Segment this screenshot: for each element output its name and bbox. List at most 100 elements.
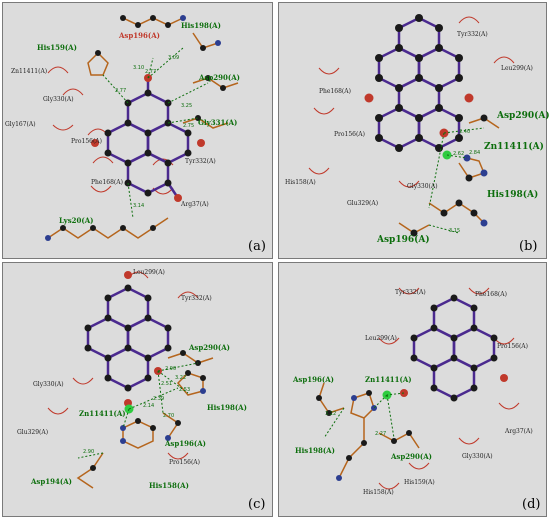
residue-his198: His198(A) bbox=[487, 190, 539, 200]
residue-tyr332: Tyr332(A) bbox=[181, 295, 212, 302]
panel-a-label: (a) bbox=[248, 239, 266, 254]
distance-b-1: 2.40 bbox=[459, 129, 471, 135]
panel-a: His198(A) Asp196(A) His159(A) Zn11411(A)… bbox=[2, 2, 273, 259]
residue-pro156: Pro156(A) bbox=[497, 343, 528, 350]
residue-zn11411: Zn11411(A) bbox=[79, 409, 126, 418]
ligand-atoms-b bbox=[375, 14, 463, 152]
ligand-atoms-c bbox=[84, 284, 172, 392]
residue-asp196: Asp196(A) bbox=[293, 375, 334, 384]
panel-c-diagram bbox=[47, 271, 214, 489]
residue-zn11411: Zn11411(A) bbox=[365, 375, 412, 384]
oxygen-atoms-d bbox=[400, 374, 508, 397]
residue-phe168: Phe168(A) bbox=[91, 179, 123, 186]
side-chain-atoms-c bbox=[90, 350, 206, 471]
residue-his158: His158(A) bbox=[285, 179, 316, 186]
panel-d-diagram bbox=[316, 287, 520, 490]
distance-c-3: 2.51 bbox=[161, 381, 173, 387]
residue-phe168: Phe168(A) bbox=[475, 291, 507, 298]
panel-a-diagram bbox=[45, 15, 239, 241]
distance-d-1: 3.22 bbox=[325, 411, 337, 417]
hbonds-d bbox=[323, 392, 405, 439]
panel-d: Tyr332(A) Phe168(A) Leu299(A) Pro156(A) … bbox=[278, 262, 547, 517]
residue-pro156: Pro156(A) bbox=[71, 138, 102, 145]
residue-his198: His198(A) bbox=[181, 21, 221, 30]
residue-asp196: Asp196(A) bbox=[165, 439, 206, 448]
residue-leu299: Leu299(A) bbox=[501, 65, 533, 72]
residue-tyr332: Tyr332(A) bbox=[395, 289, 426, 296]
residue-asp196: Asp196(A) bbox=[119, 31, 160, 40]
residue-his198: His198(A) bbox=[207, 403, 247, 412]
distance-a-1: 3.09 bbox=[168, 55, 180, 61]
residue-gly331: Gly331(A) bbox=[198, 118, 238, 127]
nitrogen-atoms-a bbox=[45, 15, 221, 241]
hbonds-c bbox=[77, 362, 199, 459]
residue-asp290: Asp290(A) bbox=[199, 73, 240, 82]
distance-a-3: 2.77 bbox=[145, 69, 157, 75]
residue-gly330: Gly330(A) bbox=[462, 453, 493, 460]
distance-a-6: 2.75 bbox=[183, 123, 195, 129]
side-chain-atoms-b bbox=[410, 114, 488, 237]
residue-asp290: Asp290(A) bbox=[189, 343, 230, 352]
distance-b-2: 2.62 bbox=[453, 151, 465, 157]
distance-a-7: 3.14 bbox=[133, 203, 145, 209]
side-chain-atoms-d bbox=[316, 390, 412, 461]
hbonds-b bbox=[428, 127, 485, 234]
hbonds-a bbox=[102, 47, 209, 219]
distance-c-4: 2.53 bbox=[179, 387, 191, 393]
residue-his159: His159(A) bbox=[404, 479, 435, 486]
residue-his158: His158(A) bbox=[149, 481, 189, 490]
distance-a-5: 3.25 bbox=[181, 103, 193, 109]
residue-leu299: Leu299(A) bbox=[133, 269, 165, 276]
residue-phe168: Phe168(A) bbox=[319, 88, 351, 95]
side-chain-atoms-a bbox=[60, 15, 226, 231]
residue-arg37: Arg37(A) bbox=[181, 201, 209, 208]
residue-zn11411: Zn11411(A) bbox=[11, 68, 48, 75]
residue-glu329: Glu329(A) bbox=[17, 429, 49, 436]
residue-lys20: Lys20(A) bbox=[59, 216, 94, 225]
residue-tyr332: Tyr332(A) bbox=[185, 158, 216, 165]
panel-b: Tyr332(A) Leu299(A) Phe168(A) Asp290(A) … bbox=[278, 2, 550, 259]
side-chains-c bbox=[76, 352, 214, 489]
residue-leu299: Leu299(A) bbox=[365, 335, 397, 342]
residue-his158: His158(A) bbox=[363, 489, 394, 496]
hydrophobic-arcs-d bbox=[378, 287, 520, 490]
residue-his198: His198(A) bbox=[295, 446, 335, 455]
panel-d-label: (d) bbox=[522, 497, 541, 512]
distance-b-4: 3.15 bbox=[449, 228, 461, 234]
panel-c-label: (c) bbox=[248, 497, 266, 512]
residue-asp196: Asp196(A) bbox=[377, 235, 430, 245]
residue-pro156: Pro156(A) bbox=[169, 459, 200, 466]
distance-b-3: 2.84 bbox=[469, 150, 481, 156]
distance-c-8: 2.90 bbox=[83, 449, 95, 455]
residue-gly330: Gly330(A) bbox=[43, 96, 74, 103]
panel-b-diagram bbox=[308, 14, 515, 237]
residue-asp290: Asp290(A) bbox=[391, 452, 432, 461]
residue-gly167: Gly167(A) bbox=[5, 121, 36, 128]
residue-gly330: Gly330(A) bbox=[33, 381, 64, 388]
distance-c-6: 2.39 bbox=[153, 396, 165, 402]
residue-arg37: Arg37(A) bbox=[505, 428, 533, 435]
distance-c-5: 2.14 bbox=[143, 403, 155, 409]
residue-asp194: Asp194(A) bbox=[31, 477, 72, 486]
ligand-b bbox=[377, 16, 461, 150]
residue-zn11411: Zn11411(A) bbox=[484, 142, 544, 152]
side-chains-d bbox=[318, 382, 420, 479]
distance-c-2: 3.22 bbox=[175, 375, 187, 381]
panel-b-label: (b) bbox=[519, 239, 538, 254]
residue-pro156: Pro156(A) bbox=[334, 131, 365, 138]
residue-glu329: Glu329(A) bbox=[347, 200, 379, 207]
residue-gly330: Gly330(A) bbox=[407, 183, 438, 190]
ligand-d bbox=[412, 296, 496, 400]
residue-asp290: Asp290(A) bbox=[497, 111, 550, 121]
panel-c: Leu299(A) Tyr332(A) Asp290(A) Gly330(A) … bbox=[2, 262, 273, 517]
hydrophobic-arcs-b bbox=[308, 16, 515, 188]
residue-his159: His159(A) bbox=[37, 43, 77, 52]
ligand-atoms-d bbox=[410, 294, 498, 402]
distance-a-4: 2.77 bbox=[115, 88, 127, 94]
distance-c-1: 2.90 bbox=[165, 366, 177, 372]
distance-d-2: 2.27 bbox=[375, 431, 387, 437]
distance-a-2: 3.10 bbox=[133, 65, 145, 71]
nitrogen-atoms-c bbox=[120, 388, 206, 444]
residue-tyr332: Tyr332(A) bbox=[457, 31, 488, 38]
distance-c-7: 2.70 bbox=[163, 413, 175, 419]
